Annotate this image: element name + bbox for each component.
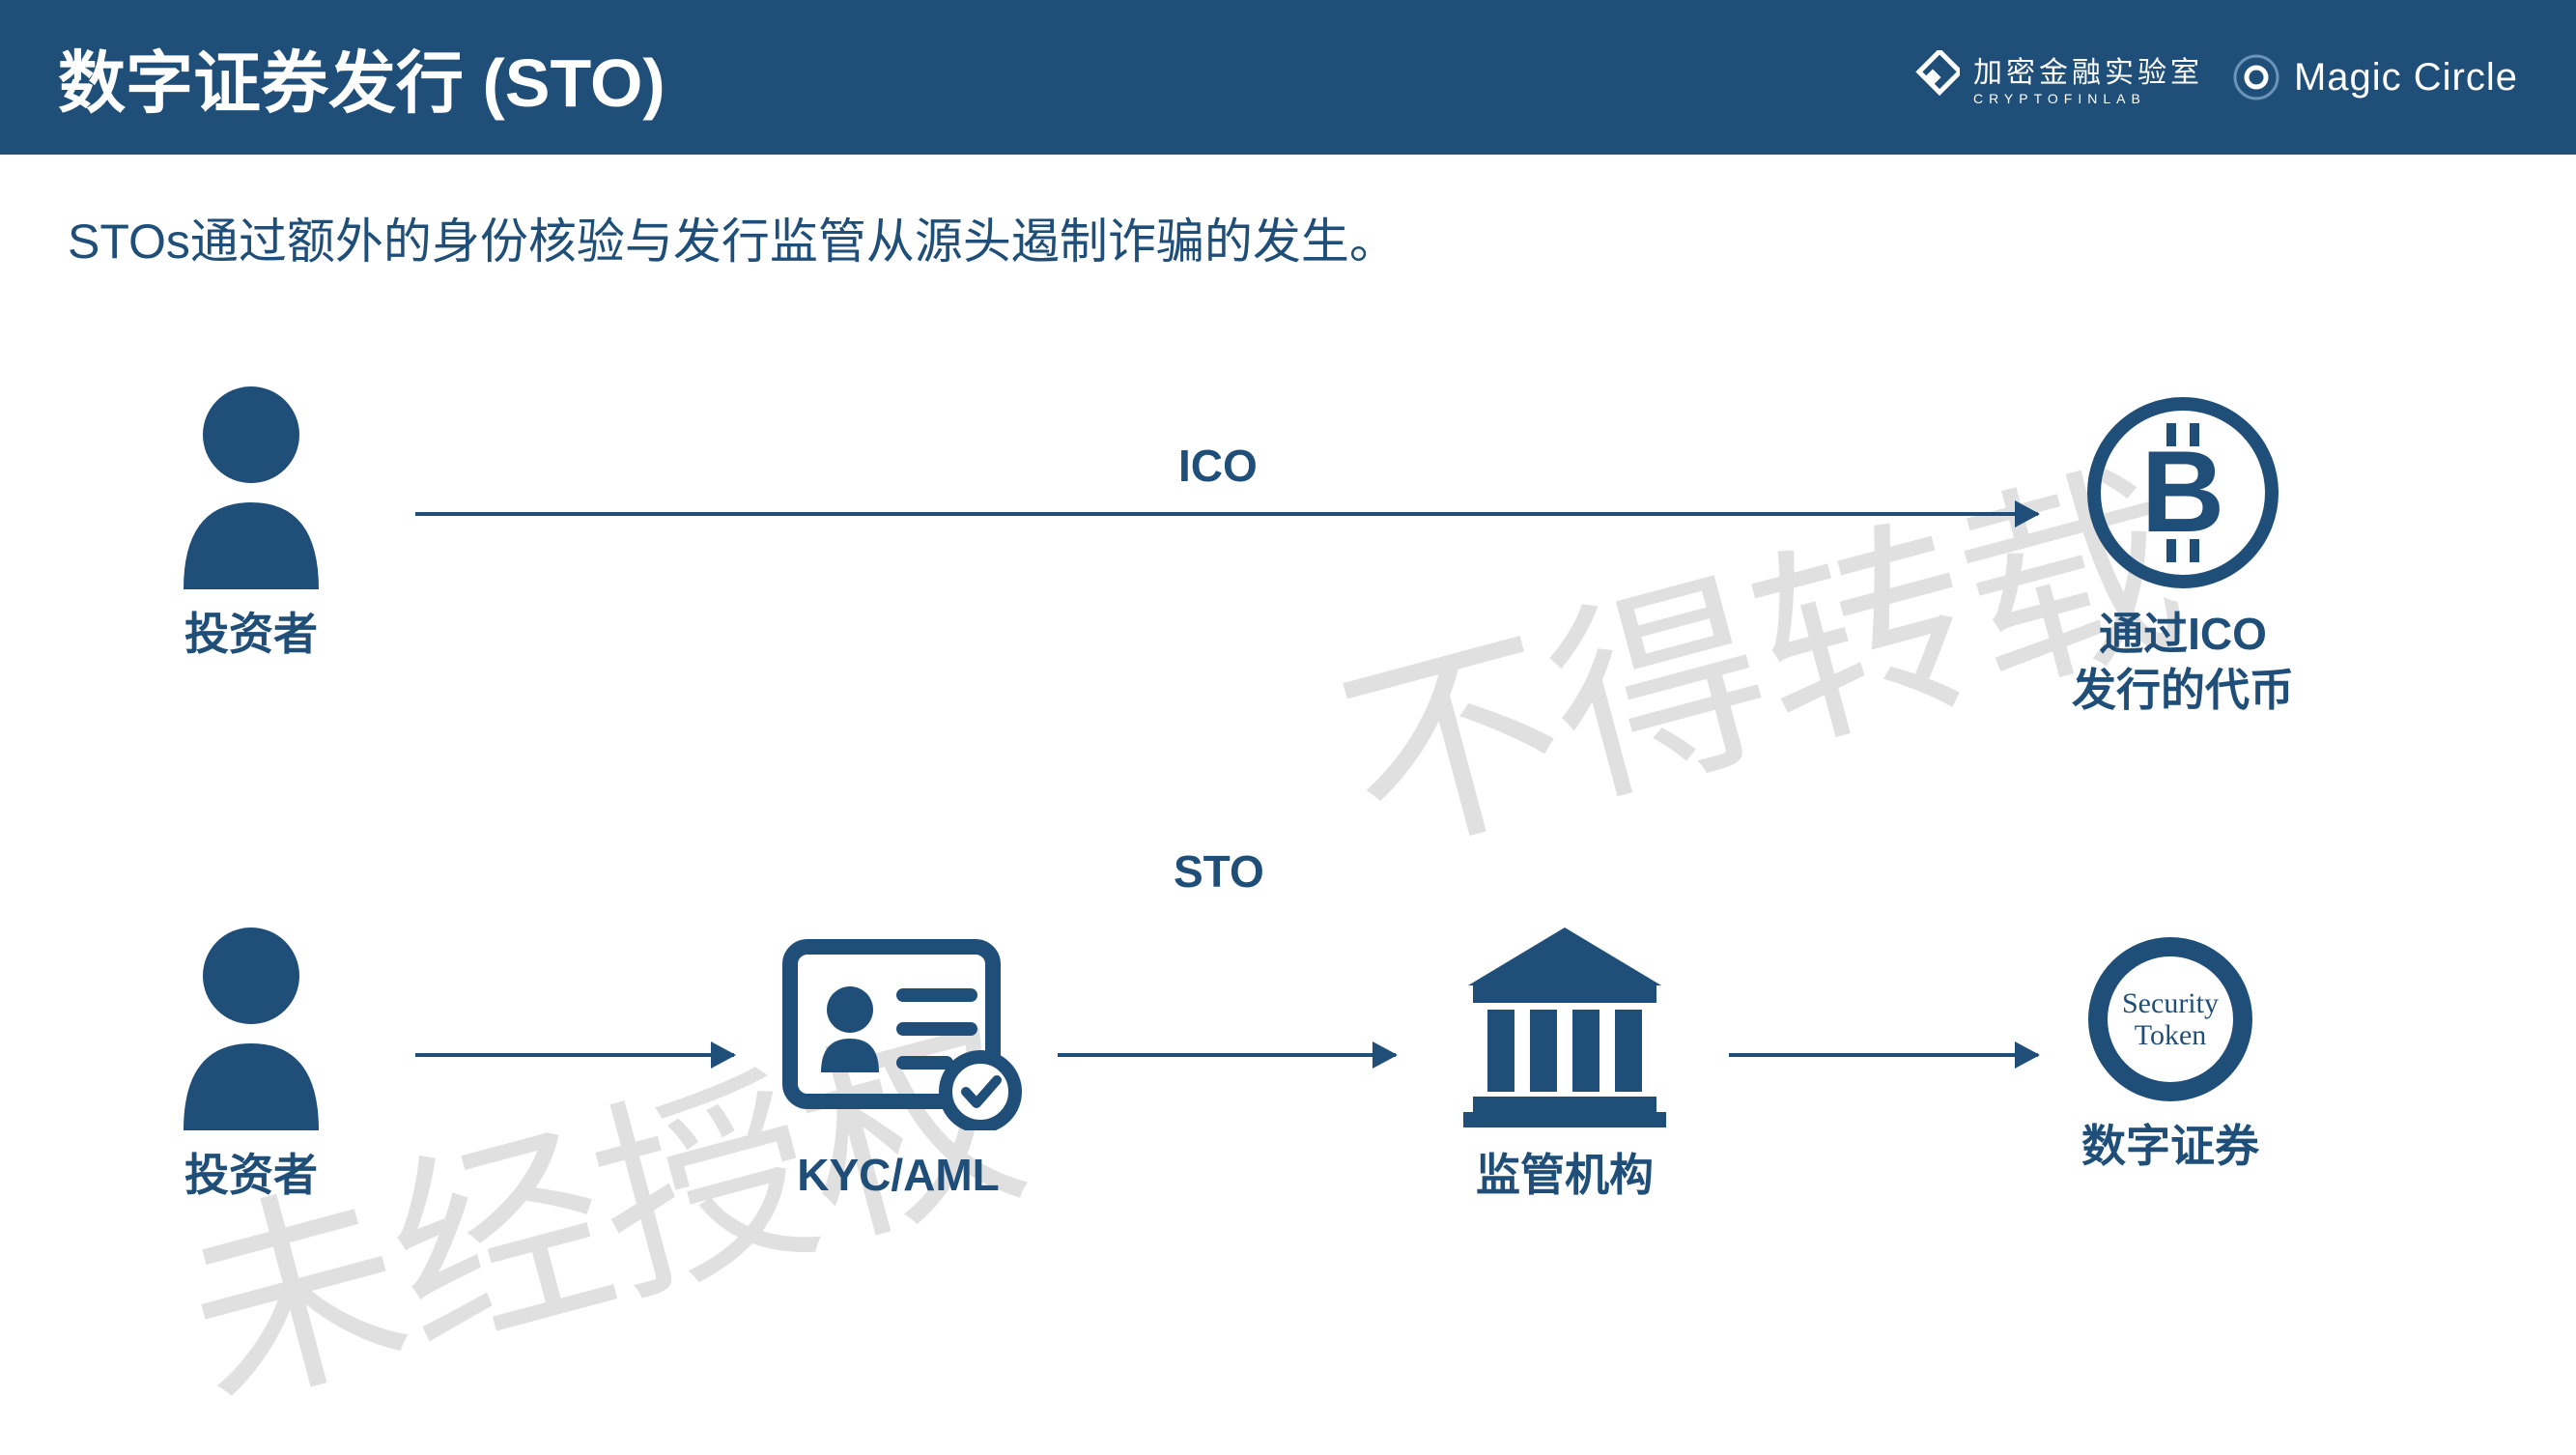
logo1-cn: 加密金融实验室 [1973,48,2203,91]
arrow-sto-3 [1729,1053,2038,1057]
id-card-icon [773,918,1024,1130]
node-security-token: Security Token 数字证券 [2081,937,2259,1175]
header-logos: 加密金融实验室 CRYPTOFINLAB Magic Circle [1906,48,2518,106]
node-kyc: KYC/AML [773,918,1024,1204]
node-investor2: 投资者 [155,918,348,1204]
bitcoin-icon: B [2086,396,2279,589]
node-investor1: 投资者 [155,377,348,663]
arrow-sto-1 [415,1053,734,1057]
node-regulator: 监管机构 [1449,918,1681,1204]
logo2-text: Magic Circle [2294,56,2518,100]
diagram-area: 未经授权 不得转载 ICO STO 投资者 B 通过ICO 发行的代币 [0,319,2576,1449]
security-token-label: 数字证券 [2081,1119,2259,1175]
header-bar: 数字证券发行 (STO) 加密金融实验室 CRYPTOFINLAB Magic … [0,0,2576,155]
node-ico-token: B 通过ICO 发行的代币 [2072,396,2294,718]
token-icon: Security Token [2088,937,2252,1101]
svg-text:B: B [2141,427,2225,556]
sto-flow-label: STO [1174,845,1264,898]
investor2-label: 投资者 [184,1148,318,1204]
ico-token-label: 通过ICO 发行的代币 [2072,607,2294,718]
regulator-label: 监管机构 [1476,1148,1654,1204]
subtitle-text: STOs通过额外的身份核验与发行监管从源头遏制诈骗的发生。 [0,155,2576,301]
token-inner-text: Security Token [2104,953,2237,1086]
arrow-ico [415,512,2038,516]
arrow-sto-2 [1058,1053,1396,1057]
page-title: 数字证券发行 (STO) [58,29,665,127]
circle-icon [2232,53,2280,101]
logo1-en: CRYPTOFINLAB [1973,91,2203,106]
diamond-icon [1906,50,1960,104]
investor1-label: 投资者 [184,607,318,663]
institution-icon [1449,918,1681,1130]
ico-flow-label: ICO [1178,440,1258,492]
kyc-label: KYC/AML [797,1148,1000,1204]
logo-magic-circle: Magic Circle [2232,53,2518,101]
person-icon [155,918,348,1130]
logo-cryptofinlab: 加密金融实验室 CRYPTOFINLAB [1906,48,2203,106]
person-icon [155,377,348,589]
